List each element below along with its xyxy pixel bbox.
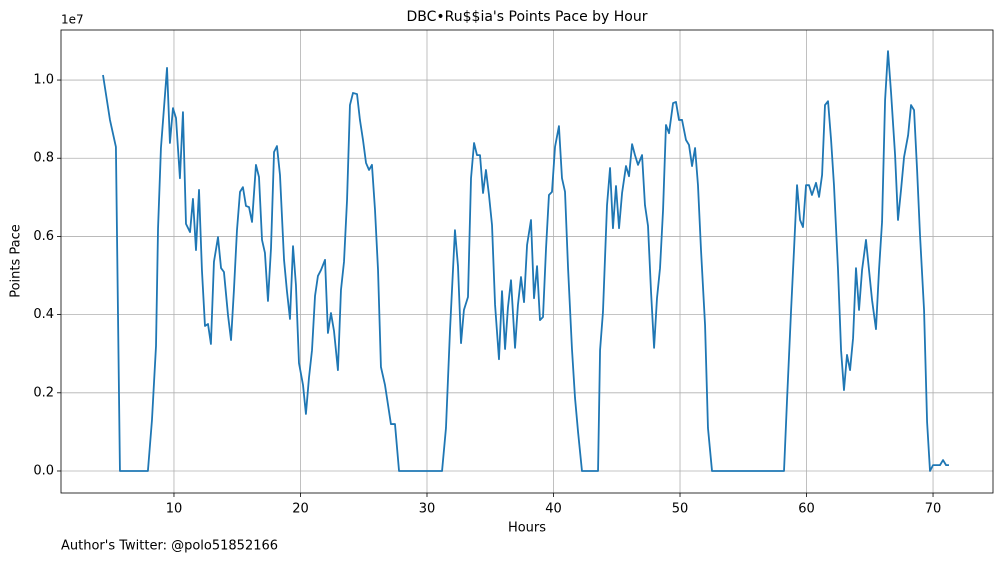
- x-tick-label: 40: [545, 502, 562, 517]
- y-offset-label: 1e7: [61, 13, 84, 27]
- x-tick-label: 50: [672, 502, 689, 517]
- y-axis-label: Points Pace: [9, 224, 24, 298]
- x-tick-label: 60: [798, 502, 815, 517]
- x-tick-label: 20: [292, 502, 309, 517]
- y-tick-label: 0.8: [33, 151, 54, 166]
- data-line: [102, 50, 949, 472]
- y-tick-label: 0.2: [33, 385, 54, 400]
- y-tick-label: 1.0: [33, 73, 54, 88]
- x-axis-label: Hours: [508, 521, 546, 536]
- y-tick-label: 0.4: [33, 307, 54, 322]
- y-tick-label: 0.6: [33, 229, 54, 244]
- footnote: Author's Twitter: @polo51852166: [61, 539, 278, 554]
- x-tick-label: 10: [166, 502, 183, 517]
- chart-title: DBC•Ru$$ia's Points Pace by Hour: [406, 9, 647, 25]
- plot-frame: [60, 29, 994, 494]
- x-tick-label: 70: [925, 502, 942, 517]
- y-tick-label: 0.0: [33, 463, 54, 478]
- x-tick-label: 30: [419, 502, 436, 517]
